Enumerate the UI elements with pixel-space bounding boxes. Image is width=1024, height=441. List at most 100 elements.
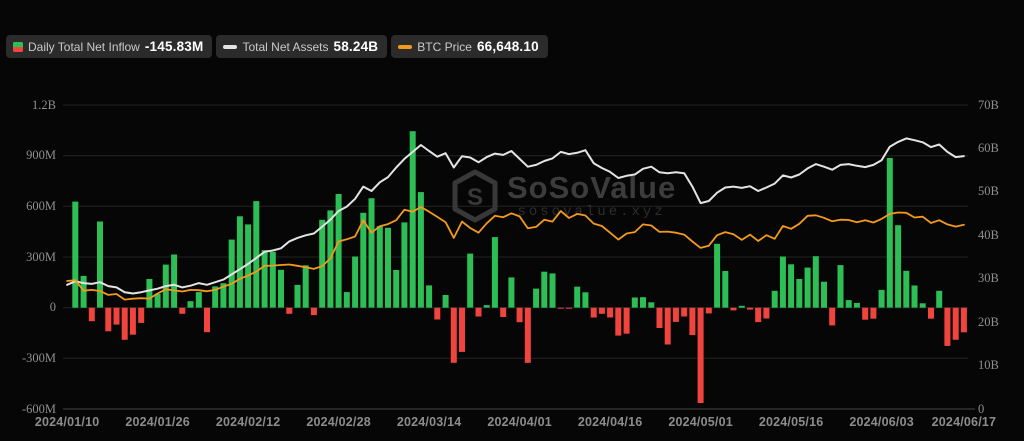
legend-assets-value: 58.24B [333, 39, 379, 54]
inflow-bar [483, 305, 490, 308]
inflow-bar [598, 307, 605, 314]
inflow-bar [80, 275, 87, 308]
inflow-bar [911, 285, 918, 308]
inflow-bar [837, 265, 844, 308]
inflow-bar [105, 307, 112, 332]
inflow-bar [615, 307, 622, 336]
inflow-bar [154, 293, 161, 308]
inflow-bar [812, 256, 819, 308]
inflow-bar [524, 307, 531, 363]
inflow-bar [607, 307, 614, 318]
inflow-bar [640, 297, 646, 308]
inflow-bar [656, 307, 663, 328]
inflow-bar [566, 307, 572, 309]
inflow-bar [467, 253, 474, 308]
legend-btc-value: 66,648.10 [476, 39, 539, 54]
inflow-bar [475, 307, 482, 317]
inflow-bar [590, 307, 597, 318]
inflow-bar [557, 307, 564, 309]
inflow-bar [302, 265, 309, 308]
inflow-bar [788, 264, 795, 308]
inflow-bar [220, 283, 227, 308]
svg-text:S: S [467, 184, 483, 211]
inflow-bar [121, 307, 128, 340]
inflow-bar [368, 198, 375, 308]
inflow-bar [146, 279, 153, 308]
inflow-bar [845, 300, 852, 308]
inflow-bar [319, 219, 326, 308]
inflow-bar [944, 307, 951, 346]
inflow-bar [681, 307, 688, 317]
inflow-bar [245, 224, 252, 308]
sosovalue-cube-logo-icon: S [452, 169, 498, 223]
inflow-bar [747, 307, 753, 310]
inflow-bar [360, 212, 367, 308]
inflow-bar [97, 221, 103, 308]
inflow-bar [755, 307, 762, 323]
inflow-bar [895, 225, 902, 308]
legend-total-net-assets[interactable]: Total Net Assets 58.24B [216, 35, 388, 58]
inflow-bar [516, 307, 523, 323]
inflow-bar [409, 131, 416, 308]
inflow-bar [672, 307, 679, 322]
inflow-bar [533, 288, 540, 308]
inflow-bar [714, 243, 721, 308]
inflow-bar [541, 271, 548, 308]
inflow-bar [574, 286, 581, 308]
inflow-bar [171, 254, 178, 308]
inflow-bar [459, 307, 465, 352]
inflow-bar [434, 307, 441, 320]
inflow-bar [928, 307, 934, 319]
watermark-subtitle: sosovalue.xyz [517, 204, 666, 220]
inflow-bar [187, 301, 194, 308]
inflow-bar [401, 222, 408, 308]
inflow-bar [450, 307, 457, 363]
inflow-bar [804, 267, 811, 308]
legend-btc-price[interactable]: BTC Price 66,648.10 [391, 35, 548, 58]
inflow-bar [179, 307, 186, 314]
inflow-bar [393, 270, 400, 308]
inflow-bar [138, 307, 145, 323]
inflow-bar [343, 292, 350, 308]
inflow-bar [335, 194, 342, 308]
inflow-bar [549, 273, 556, 308]
inflow-bar [236, 216, 243, 308]
legend-btc-label: BTC Price [417, 39, 472, 54]
legend-assets-label: Total Net Assets [242, 39, 329, 54]
inflow-bar [212, 286, 219, 308]
inflow-bar [278, 269, 284, 308]
inflow-bar [88, 307, 95, 322]
legend-inflow-label: Daily Total Net Inflow [28, 39, 140, 54]
inflow-bar [738, 305, 745, 308]
inflow-bar [862, 307, 869, 320]
inflow-bar [648, 302, 655, 308]
inflow-bar [952, 307, 959, 340]
btc-price-line [66, 206, 965, 301]
inflow-bar [705, 307, 712, 314]
btc-price-line-icon [398, 44, 413, 49]
watermark-title: SoSoValue [507, 170, 677, 205]
total-net-assets-line [66, 137, 965, 295]
inflow-bar [385, 227, 391, 308]
inflow-bar [664, 307, 671, 345]
legend-daily-total-net-inflow[interactable]: Daily Total Net Inflow -145.83M [6, 35, 213, 58]
inflow-bar [829, 307, 836, 326]
inflow-bar [426, 285, 433, 308]
inflow-bar [697, 307, 704, 403]
inflow-bar [376, 226, 383, 308]
inflow-bar [771, 290, 778, 308]
inflow-bar [204, 307, 210, 333]
inflow-bar [763, 307, 770, 319]
inflow-bar [623, 307, 630, 334]
inflow-bar [491, 237, 498, 308]
inflow-bar [294, 284, 301, 308]
inflow-bar [821, 281, 827, 308]
inflow-bar [796, 279, 803, 308]
inflow-bar [310, 307, 317, 316]
inflow-bar [352, 256, 359, 308]
inflow-bar [508, 277, 515, 308]
inflow-bar [417, 192, 424, 308]
